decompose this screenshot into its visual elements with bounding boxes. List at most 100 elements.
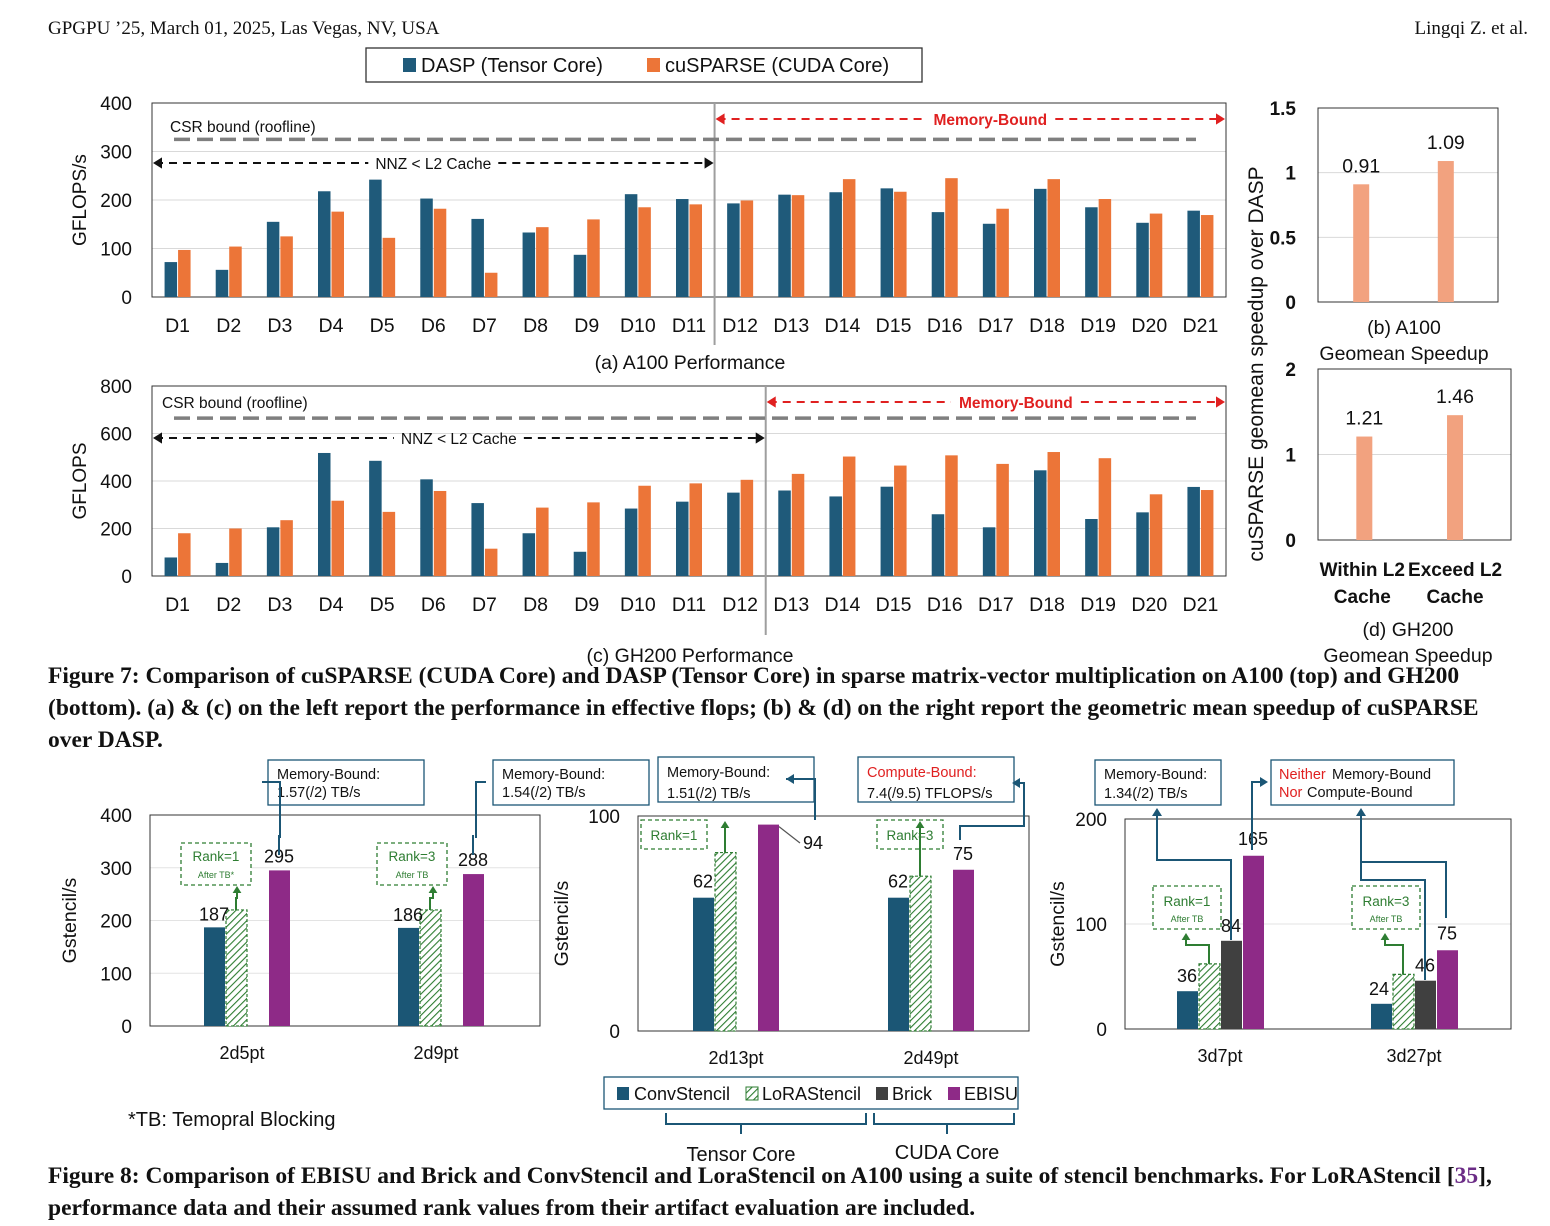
legend-label-cusparse: cuSPARSE (CUDA Core) <box>665 55 889 77</box>
y-tick-label-s1: 200 <box>100 912 132 933</box>
figure-7-caption: Figure 7: Comparison of cuSPARSE (CUDA C… <box>48 660 1528 756</box>
y-tick-label-c: 200 <box>100 520 132 541</box>
data-label-b-0: 0.91 <box>1342 155 1380 177</box>
data-label-ebisu-s1: 295 <box>264 846 294 866</box>
x-tick-label-c: D12 <box>722 594 758 616</box>
x-tick-label-c: D18 <box>1029 594 1065 616</box>
rank-arrowhead-s3 <box>1380 933 1390 940</box>
callout-title-s3: Memory-Bound: <box>1104 767 1207 783</box>
x-tick-label-a: D5 <box>370 315 395 337</box>
mem-label-a: Memory-Bound <box>933 112 1047 129</box>
bar-dasp-c-d8 <box>522 533 536 576</box>
x-tick-label-a: D15 <box>876 315 912 337</box>
rank-box-s3 <box>1351 885 1421 930</box>
legend-swatch-cusparse <box>647 58 660 72</box>
bar-dasp-c-d15 <box>880 486 894 576</box>
bar-cusparse-c-d5 <box>382 511 396 576</box>
bar-dasp-a-d3 <box>266 221 280 297</box>
bar-cusparse-a-d2 <box>229 246 242 297</box>
x-tick-label-a: D7 <box>472 315 497 337</box>
y-tick-label-s3: 200 <box>1075 810 1107 831</box>
chart-title-d: Geomean Speedup <box>1323 645 1492 667</box>
callout-neither-s3: Neither <box>1279 767 1326 783</box>
bar-cusparse-c-d9 <box>587 502 600 576</box>
data-label-ebisu-s2: 75 <box>953 844 973 864</box>
rank-note-s1: After TB <box>396 870 429 880</box>
l2-arrowhead-right-a <box>704 157 714 169</box>
bar-dasp-c-d2 <box>215 562 229 576</box>
x-tick-label-c: D16 <box>927 594 963 616</box>
citation-link[interactable]: 35 <box>1454 1163 1479 1189</box>
plot-frame-b <box>1317 107 1499 303</box>
callout-value-s2: 1.51(/2) TB/s <box>667 786 751 802</box>
x-tick-label-s2: 2d49pt <box>903 1048 958 1068</box>
bar-dasp-a-d19 <box>1085 207 1098 297</box>
y-axis-title-s2: Gstencil/s <box>551 880 573 966</box>
y-axis-title-s1: Gstencil/s <box>59 877 81 963</box>
bar-geomean-b-1 <box>1437 161 1454 302</box>
x-tick-label-c: D19 <box>1080 594 1116 616</box>
rank-note-s1: After TB* <box>198 870 235 880</box>
x-tick-label-a: D4 <box>319 315 344 337</box>
bar-dasp-a-d2 <box>215 269 229 297</box>
callout-box-s2 <box>857 756 1015 803</box>
plot-frame-s1 <box>149 814 541 1027</box>
y-tick-label-b: 1 <box>1285 164 1296 185</box>
mem-arrowhead-left-a <box>715 113 725 125</box>
bar-dasp-c-d10 <box>624 508 638 576</box>
rank-box-s1 <box>180 842 252 886</box>
bar-cusparse-c-d10 <box>638 485 651 576</box>
cuda-core-brace <box>873 1113 1015 1125</box>
legend-label-brick: Brick <box>892 1084 933 1104</box>
bar-cusparse-c-d20 <box>1149 494 1163 576</box>
callout-arrowhead-s3 <box>1356 808 1366 816</box>
rank-arrowhead-s1 <box>428 886 438 893</box>
x-tick-label-a: D11 <box>672 315 706 337</box>
x-tick-label-c: D1 <box>165 594 190 616</box>
bar-lorastencil-3d7pt <box>1198 963 1221 1030</box>
bar-dasp-a-d11 <box>676 199 689 297</box>
bar-dasp-c-d18 <box>1034 470 1047 576</box>
bar-convstencil-2d5pt <box>204 927 225 1026</box>
y-axis-title-a: GFLOPS/s <box>70 154 91 246</box>
rank-arrowhead-s2 <box>720 821 730 828</box>
bar-ebisu-2d13pt <box>758 824 779 1031</box>
bar-dasp-c-d3 <box>266 527 280 576</box>
mem-arrowhead-right-c <box>1216 396 1225 408</box>
bar-lorastencil-3d27pt <box>1392 973 1415 1030</box>
x-tick-label-c: D8 <box>523 594 548 616</box>
x-tick-label-a: D18 <box>1029 315 1065 337</box>
bar-cusparse-a-d18 <box>1047 179 1060 297</box>
bar-cusparse-c-d14 <box>842 456 856 576</box>
figure-8-caption: Figure 8: Comparison of EBISU and Brick … <box>48 1160 1528 1224</box>
x-tick-label-d: Within L2 <box>1320 560 1405 581</box>
bar-cusparse-c-d12 <box>740 479 754 576</box>
bar-dasp-c-d12 <box>727 492 740 576</box>
figure-8-caption-text: Comparison of EBISU and Brick and ConvSt… <box>145 1163 1455 1189</box>
bar-dasp-a-d4 <box>318 191 331 297</box>
y-tick-label-s1: 0 <box>121 1017 132 1038</box>
chart-title-b: (b) A100 <box>1367 317 1441 339</box>
bar-dasp-a-d21 <box>1187 210 1200 297</box>
y-tick-label-s2: 100 <box>588 807 620 828</box>
callout-box-s1 <box>492 759 650 806</box>
bar-geomean-d-0 <box>1356 436 1373 540</box>
bar-dasp-c-d5 <box>369 460 382 576</box>
x-tick-label-c: D10 <box>620 594 656 616</box>
y-axis-title-c: GFLOPS <box>70 442 91 519</box>
mem-arrowhead-right-a <box>1216 113 1225 125</box>
callout-value-s2: 7.4(/9.5) TFLOPS/s <box>867 786 992 802</box>
data-label-convstencil-s3: 36 <box>1177 966 1197 986</box>
chart-title-a: (a) A100 Performance <box>595 352 786 374</box>
bar-dasp-c-d11 <box>676 501 689 576</box>
callout-title-s2: Memory-Bound: <box>667 765 770 781</box>
x-tick-label-s1: 2d9pt <box>413 1043 458 1063</box>
tensor-core-brace <box>665 1113 867 1125</box>
x-tick-label-a: D19 <box>1080 315 1116 337</box>
callout-arrowhead-s2 <box>786 774 794 784</box>
l2-arrowhead-right-c <box>755 432 765 444</box>
bar-dasp-a-d10 <box>624 194 638 297</box>
bar-dasp-c-d16 <box>931 514 945 576</box>
x-tick-label-c: D3 <box>267 594 292 616</box>
